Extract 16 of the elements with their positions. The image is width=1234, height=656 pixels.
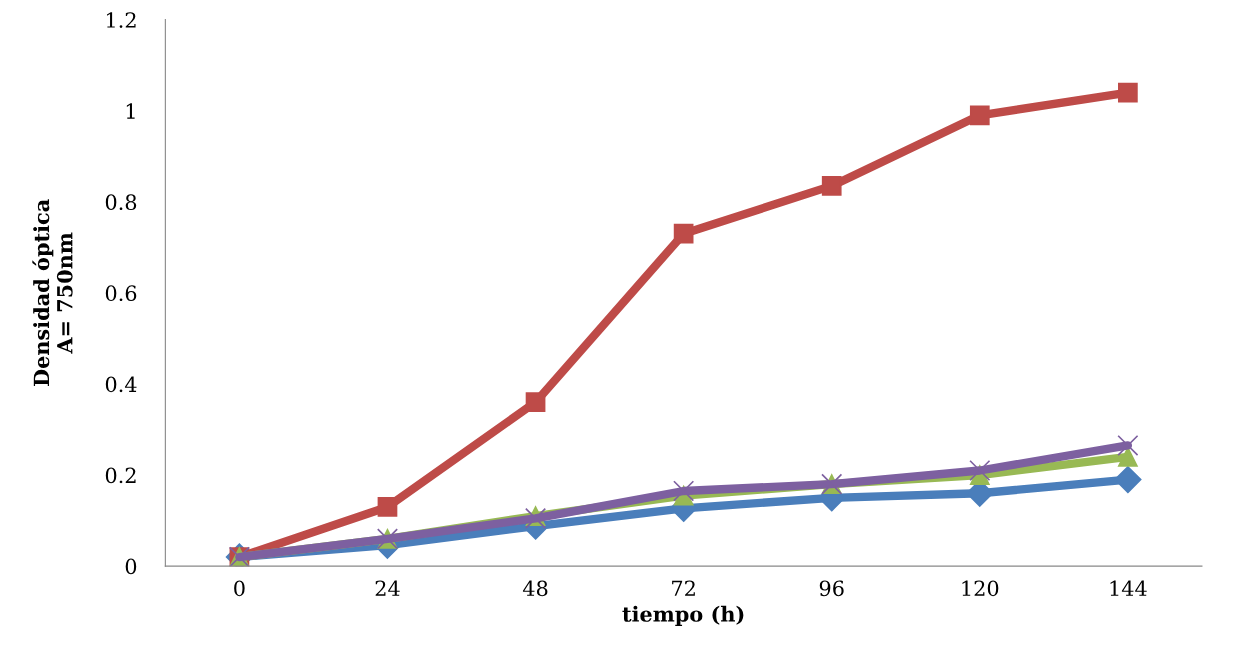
y-tick-label: 1 [126,103,135,119]
x-tick-label: 120 [962,580,999,597]
y-tick-label: 0.2 [105,467,136,484]
x-tick-label: 0 [234,580,245,597]
x-axis-title: tiempo (h) [622,605,744,626]
x-tick-label: 96 [819,580,844,597]
y-tick-label: 0 [125,558,137,575]
x-tick-label: 72 [672,580,695,596]
x-tick-label: 48 [522,580,548,597]
y-tick-label: 1.2 [106,12,136,28]
y-axis-title: Densidad óptica A= 750nm [32,199,73,387]
y-tick-label: 0.8 [105,194,137,211]
x-tick-label: 24 [375,580,400,596]
y-tick-label: 0.4 [105,376,137,393]
x-tick-label: 144 [1110,580,1147,596]
y-tick-label: 0.6 [105,285,137,302]
